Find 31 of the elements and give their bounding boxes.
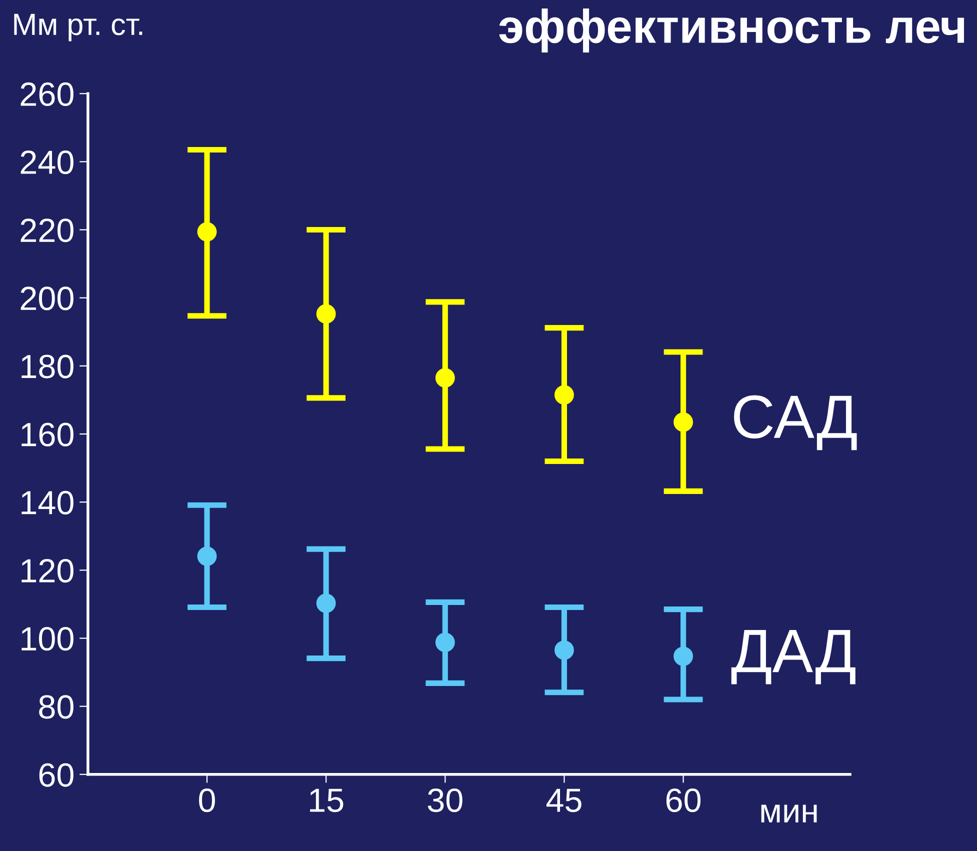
x-tick-label: 45 <box>546 788 582 812</box>
point <box>554 640 574 660</box>
y-tick-label: 100 <box>22 627 74 651</box>
series-label: САД <box>734 395 857 450</box>
y-tick-label: 60 <box>39 763 74 787</box>
point <box>316 304 336 324</box>
y-tick-label: 140 <box>22 490 74 514</box>
y-tick-label: 200 <box>20 286 74 310</box>
y-tick-label: 220 <box>20 218 74 242</box>
series-label: ДАД <box>731 630 856 684</box>
y-tick-label: 260 <box>20 82 74 106</box>
x-axis-title: мин <box>761 804 817 822</box>
x-tick-label: 30 <box>428 788 462 812</box>
point <box>435 632 455 652</box>
y-tick-label: 180 <box>22 354 74 378</box>
x-tick-label: 0 <box>199 788 215 812</box>
x-tick-label: 15 <box>310 788 344 812</box>
point <box>316 593 336 613</box>
y-tick-label: 240 <box>20 150 74 174</box>
y-tick-label: 120 <box>22 558 74 583</box>
chart-title: эффективность леч <box>499 8 964 53</box>
y-axis-title: Мм рт. ст. <box>14 14 142 42</box>
point <box>197 222 217 242</box>
point <box>674 646 694 666</box>
point <box>197 546 217 566</box>
y-tick-label: 80 <box>39 695 74 719</box>
point <box>435 368 455 388</box>
point <box>674 412 694 432</box>
y-tick-label: 160 <box>22 422 74 446</box>
x-tick-label: 60 <box>666 788 701 812</box>
point <box>554 385 574 405</box>
